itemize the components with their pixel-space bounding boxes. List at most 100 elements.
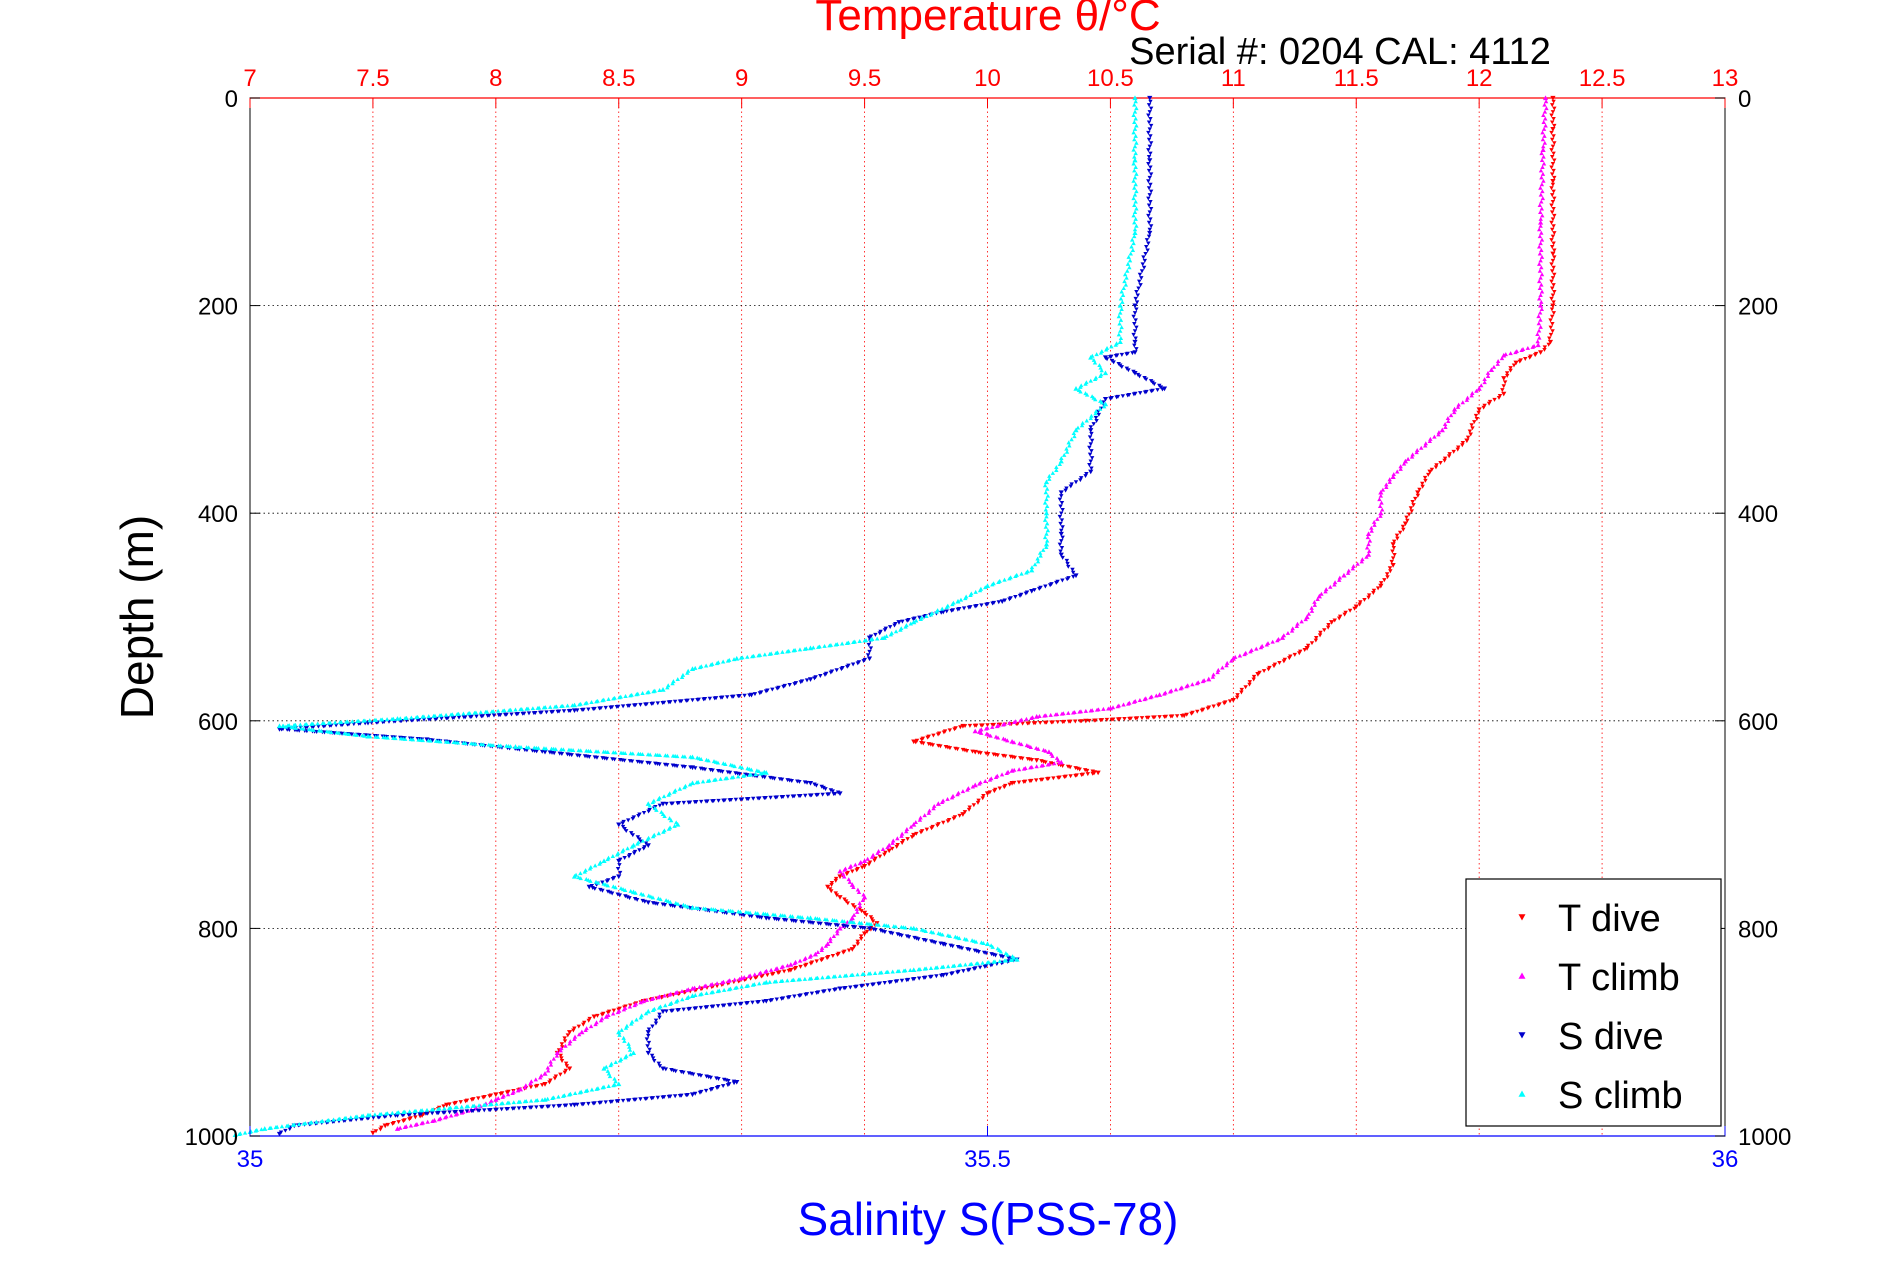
data-point-t_climb — [1501, 352, 1507, 358]
data-point-s_climb — [703, 663, 709, 668]
data-point-t_climb — [436, 1117, 442, 1122]
data-point-s_climb — [1058, 458, 1064, 464]
data-point-t_dive — [1552, 196, 1557, 201]
data-point-s_dive — [1145, 248, 1150, 253]
data-point-s_dive — [406, 1112, 411, 1117]
data-point-t_dive — [1352, 606, 1357, 611]
data-point-s_dive — [776, 917, 781, 922]
data-point-s_dive — [423, 1111, 429, 1116]
data-point-s_climb — [623, 1055, 628, 1060]
data-point-t_dive — [564, 1064, 570, 1069]
data-point-s_climb — [738, 909, 743, 914]
data-point-s_dive — [896, 620, 902, 625]
data-point-s_climb — [556, 1094, 561, 1099]
data-point-t_dive — [1550, 172, 1555, 177]
data-point-t_dive — [1502, 380, 1508, 385]
data-point-s_climb — [489, 709, 495, 714]
data-point-s_dive — [357, 733, 362, 737]
data-point-s_climb — [1134, 206, 1139, 211]
data-point-t_climb — [1360, 557, 1365, 562]
data-point-s_climb — [420, 738, 425, 743]
data-point-s_dive — [1152, 382, 1157, 387]
data-point-s_dive — [712, 696, 717, 701]
data-point-t_dive — [962, 810, 968, 815]
data-point-t_climb — [1540, 137, 1546, 142]
data-point-s_dive — [1158, 385, 1164, 390]
data-point-t_climb — [1488, 367, 1495, 373]
data-point-s_climb — [1132, 109, 1138, 114]
data-point-s_climb — [390, 1110, 395, 1115]
data-point-t_climb — [1088, 708, 1093, 713]
data-point-t_climb — [812, 951, 819, 957]
data-point-t_climb — [1541, 113, 1546, 118]
data-point-t_climb — [1289, 628, 1295, 633]
data-point-t_climb — [1539, 151, 1544, 156]
data-point-s_climb — [968, 962, 973, 967]
data-point-s_climb — [928, 965, 934, 970]
data-point-t_climb — [922, 813, 927, 818]
data-point-s_dive — [520, 711, 525, 716]
data-point-t_dive — [990, 723, 995, 728]
data-point-s_climb — [604, 1064, 609, 1069]
data-point-t_dive — [1329, 620, 1335, 625]
data-point-s_climb — [945, 964, 951, 969]
data-point-s_climb — [302, 722, 308, 727]
data-point-s_dive — [1069, 482, 1074, 487]
data-point-t_dive — [1391, 539, 1397, 544]
data-point-t_climb — [846, 877, 851, 882]
data-point-t_climb — [1337, 575, 1343, 580]
data-point-t_climb — [515, 1088, 521, 1093]
data-point-t_climb — [1295, 621, 1300, 626]
data-point-s_dive — [747, 693, 752, 698]
data-point-s_climb — [715, 989, 720, 994]
data-point-t_dive — [1549, 203, 1554, 208]
data-point-t_dive — [972, 723, 978, 728]
data-point-t_dive — [463, 1099, 468, 1104]
data-point-s_climb — [1005, 952, 1010, 957]
data-point-s_climb — [977, 588, 983, 593]
data-point-t_dive — [1552, 213, 1557, 218]
data-point-s_dive — [841, 986, 847, 991]
data-point-s_climb — [307, 1120, 313, 1125]
data-point-s_climb — [1042, 517, 1048, 522]
data-point-s_dive — [568, 1103, 574, 1108]
data-point-s_climb — [560, 1093, 566, 1098]
data-point-t_dive — [935, 823, 940, 828]
data-point-s_dive — [961, 606, 967, 611]
data-point-t_climb — [397, 1125, 403, 1130]
data-point-s_climb — [577, 702, 582, 707]
data-point-s_climb — [1014, 956, 1020, 962]
data-point-t_climb — [1482, 377, 1487, 382]
data-point-s_dive — [1087, 435, 1093, 440]
data-point-s_climb — [939, 606, 945, 611]
data-point-t_dive — [452, 1101, 457, 1106]
data-point-t_climb — [1184, 684, 1189, 689]
data-point-s_climb — [1134, 223, 1139, 228]
data-point-t_climb — [1046, 749, 1052, 755]
data-point-s_climb — [336, 1117, 341, 1122]
data-point-t_climb — [1508, 351, 1513, 356]
legend-label-t_climb: T climb — [1558, 957, 1680, 999]
data-point-t_dive — [997, 786, 1002, 791]
data-point-s_climb — [331, 1117, 336, 1122]
data-point-s_dive — [657, 1012, 662, 1017]
data-point-t_climb — [1378, 510, 1384, 516]
data-point-t_climb — [425, 1119, 430, 1124]
data-point-t_climb — [773, 967, 779, 971]
data-point-t_climb — [1446, 419, 1451, 424]
data-point-s_dive — [892, 623, 897, 628]
data-point-s_climb — [797, 647, 803, 652]
data-point-s_dive — [904, 978, 909, 983]
data-point-s_climb — [1099, 368, 1104, 373]
data-point-s_climb — [566, 1092, 572, 1097]
data-point-t_climb — [1101, 706, 1106, 711]
data-point-s_dive — [943, 942, 948, 947]
data-point-s_dive — [1059, 546, 1065, 550]
data-point-s_dive — [620, 704, 626, 709]
data-point-t_dive — [1077, 767, 1082, 772]
data-point-t_climb — [719, 980, 725, 985]
data-point-s_dive — [1060, 525, 1065, 530]
data-point-s_dive — [1143, 251, 1148, 256]
data-point-s_dive — [1132, 339, 1138, 345]
